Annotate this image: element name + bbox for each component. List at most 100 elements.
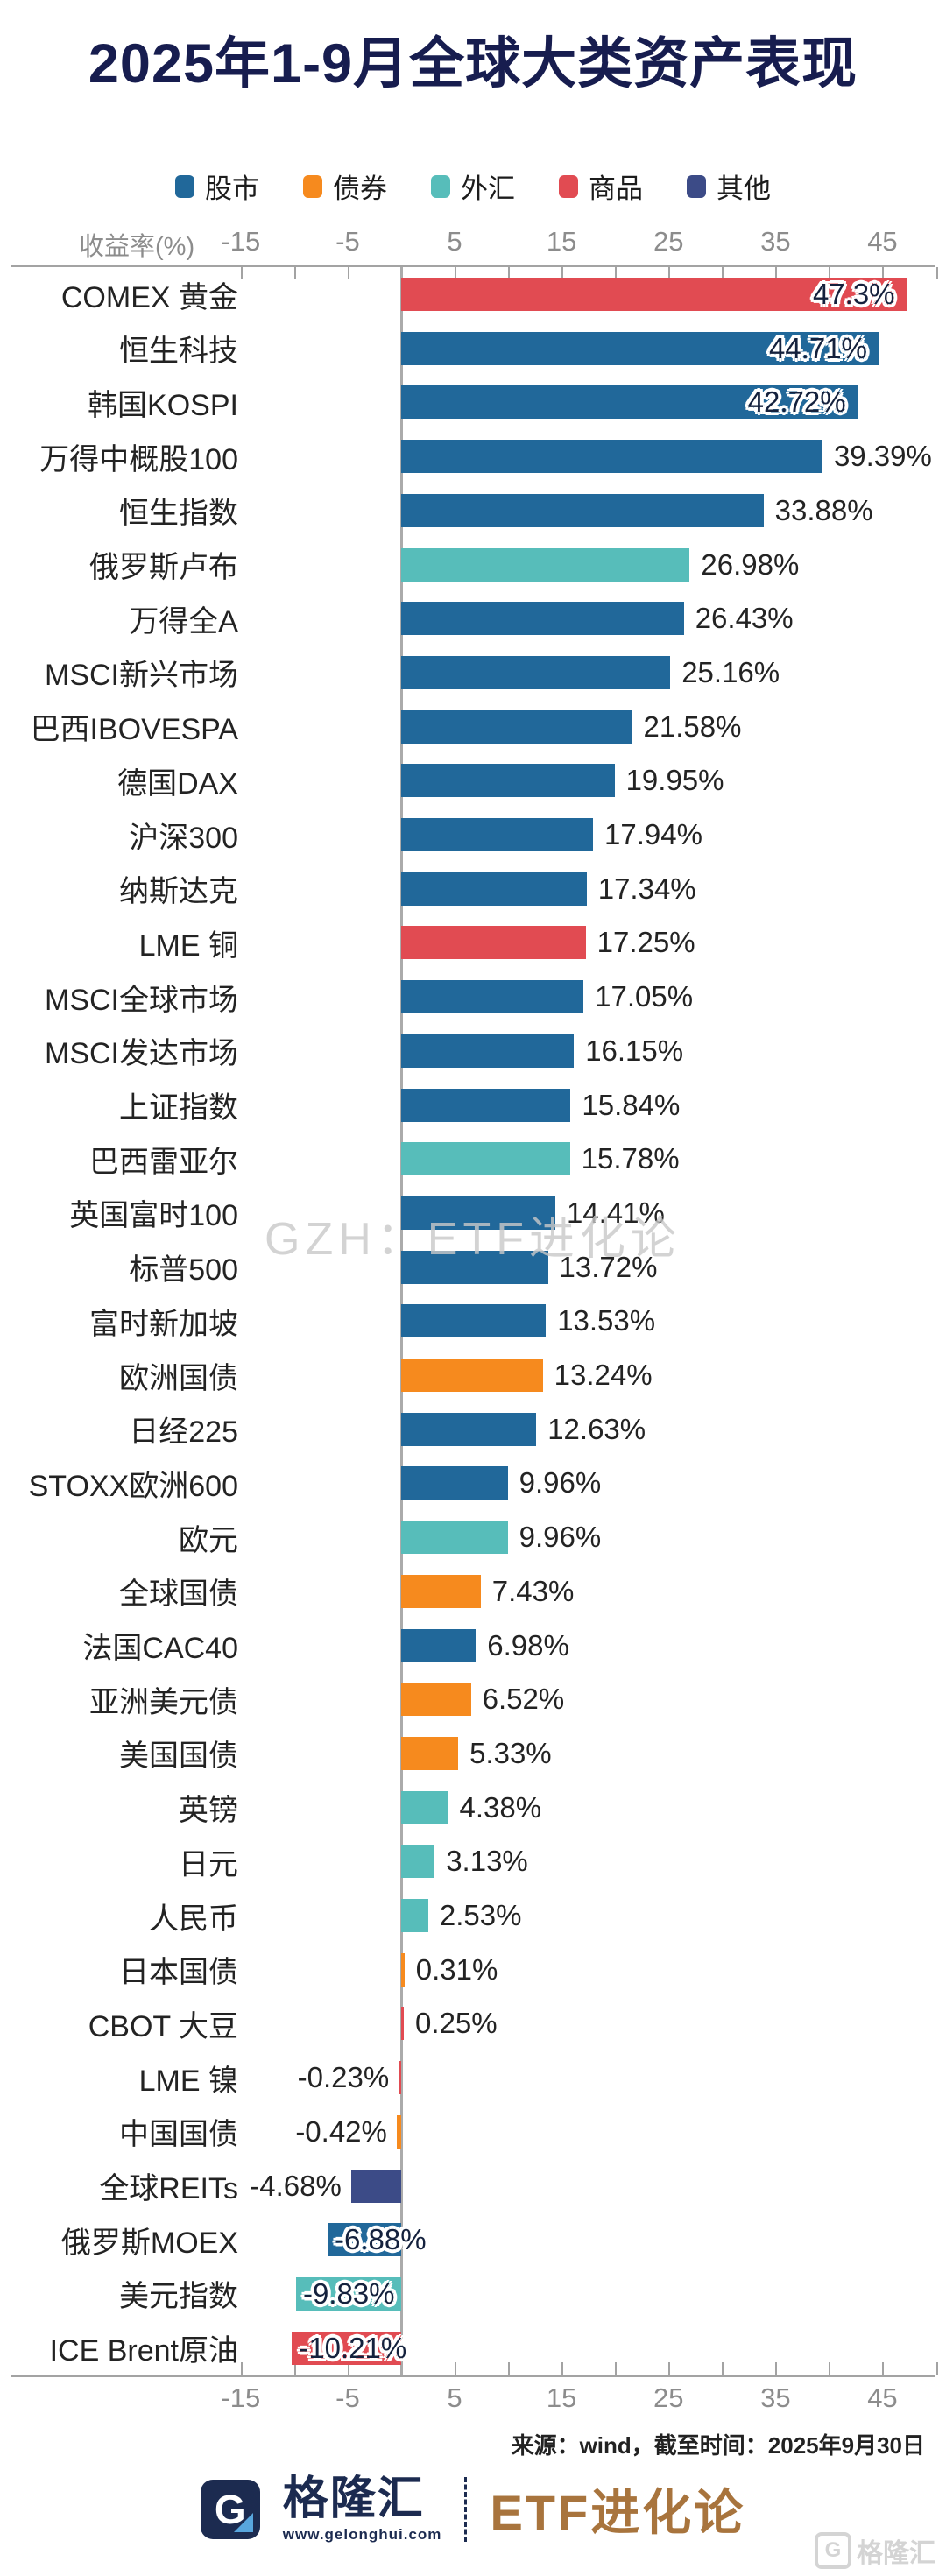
- bar-row: 全球REITs -4.68%: [11, 2159, 935, 2213]
- axis-minor-tick: [722, 2362, 724, 2375]
- axis-minor-tick: [668, 267, 671, 279]
- brand-name: 格隆汇: [282, 2474, 425, 2524]
- bar: [401, 1628, 477, 1662]
- bar-row: 纳斯达克 17.34%: [11, 862, 935, 916]
- bar: [401, 1359, 543, 1392]
- axis-tick-label: 5: [447, 2382, 462, 2413]
- bar-row: 全球国债 7.43%: [11, 1564, 935, 1619]
- bar-row: LME 镍 -0.23%: [11, 2050, 935, 2105]
- bar-row: 欧元 9.96%: [11, 1510, 935, 1564]
- bar-row: 俄罗斯卢布 26.98%: [11, 538, 935, 592]
- axis-minor-tick: [935, 2362, 938, 2375]
- bar: [399, 2061, 401, 2095]
- legend-label: 债券: [333, 173, 387, 204]
- legend-label: 其他: [717, 173, 771, 204]
- chart-area: COMEX 黄金 47.3% 恒生科技 44.71% 韩国KOSPI 42.72% 万得中概…: [11, 265, 938, 2377]
- legend-label: 外汇: [461, 173, 515, 204]
- category-label: 富时新加坡: [89, 1307, 238, 1341]
- axis-tick-label: 25: [653, 2382, 684, 2413]
- bar-row: 日经225 12.63%: [11, 1402, 935, 1457]
- legend-swatch: [687, 174, 706, 198]
- axis-minor-tick: [347, 2362, 349, 2375]
- bar-row: 日元 3.13%: [11, 1834, 935, 1888]
- bar-row: 人民币 2.53%: [11, 1888, 935, 1943]
- bar: [401, 1521, 508, 1555]
- bar-row: STOXX欧洲600 9.96%: [11, 1456, 935, 1510]
- bar-row: 亚洲美元债 6.52%: [11, 1672, 935, 1726]
- legend-item-外汇: 外汇: [431, 166, 515, 206]
- value-label: 15.78%: [581, 1142, 680, 1175]
- bar: [401, 385, 858, 420]
- bar: [401, 1466, 508, 1500]
- bar: [401, 331, 879, 365]
- value-label: 25.16%: [681, 655, 780, 688]
- value-label: -0.23%: [297, 2061, 390, 2094]
- bar: [401, 602, 684, 636]
- category-label: 美国国债: [119, 1740, 238, 1774]
- category-label: 全球国债: [119, 1577, 238, 1612]
- category-label: 亚洲美元债: [89, 1685, 238, 1719]
- axis-minor-tick: [935, 267, 938, 279]
- category-label: 恒生科技: [119, 335, 238, 369]
- axis-tick-label: 25: [653, 226, 684, 257]
- category-label: ICE Brent原油: [49, 2334, 238, 2368]
- category-label: 法国CAC40: [82, 1632, 238, 1665]
- axis-minor-tick: [293, 2362, 296, 2375]
- bar-row: 富时新加坡 13.53%: [11, 1294, 935, 1348]
- value-label: 15.84%: [582, 1088, 681, 1121]
- category-label: 沪深300: [129, 821, 238, 855]
- gelonghui-logo-accent: [233, 2512, 253, 2532]
- axis-tick-label: 5: [447, 226, 462, 257]
- bar: [401, 1899, 428, 1932]
- axis-tick-label: 45: [867, 2382, 898, 2413]
- axis-minor-tick: [347, 267, 349, 279]
- value-label: 13.53%: [557, 1304, 656, 1337]
- value-label: 13.24%: [554, 1359, 653, 1391]
- value-label: 17.34%: [597, 872, 696, 905]
- category-label: LME 镍: [138, 2064, 238, 2098]
- value-label: -6.88%: [334, 2223, 427, 2256]
- value-label: 44.71%: [768, 331, 867, 364]
- gelonghui-logo-icon: G: [200, 2479, 260, 2539]
- corner-watermark-logo-icon: G: [815, 2532, 851, 2569]
- value-label: -10.21%: [299, 2331, 407, 2364]
- bar-row: 上证指数 15.84%: [11, 1078, 935, 1133]
- value-label: 7.43%: [491, 1574, 575, 1607]
- bar: [295, 2276, 401, 2311]
- axis-minor-tick: [508, 267, 511, 279]
- bar-row: 万得中概股100 39.39%: [11, 429, 935, 483]
- bar: [401, 655, 671, 689]
- legend-item-商品: 商品: [559, 166, 643, 206]
- bar: [401, 1952, 405, 1987]
- bar: [401, 818, 594, 851]
- category-label: MSCI发达市场: [45, 1037, 238, 1071]
- category-label: 中国国债: [119, 2118, 238, 2152]
- category-label: 英国富时100: [69, 1199, 238, 1233]
- page-title: 2025年1-9月全球大类资产表现: [88, 33, 858, 95]
- axis-minor-tick: [293, 267, 296, 279]
- bar: [401, 1304, 547, 1338]
- bar-row: 巴西雷亚尔 15.78%: [11, 1132, 935, 1186]
- value-label: -4.68%: [250, 2169, 342, 2202]
- category-label: 俄罗斯MOEX: [60, 2226, 238, 2260]
- axis-minor-tick: [829, 267, 831, 279]
- bar-row: LME 铜 17.25%: [11, 915, 935, 970]
- category-label: 韩国KOSPI: [88, 388, 238, 422]
- axis-tick-label: 35: [760, 2382, 791, 2413]
- bar-row: 美元指数 -9.83%: [11, 2267, 935, 2321]
- bar: [401, 709, 632, 744]
- category-label: 日本国债: [119, 1956, 238, 1990]
- value-label: 4.38%: [459, 1790, 542, 1824]
- axis-tick-label: -5: [335, 226, 360, 257]
- value-label: 42.72%: [747, 385, 846, 419]
- legend-swatch: [175, 174, 194, 198]
- category-label: 标普500: [129, 1253, 238, 1288]
- axis-header-top: 收益率(%) -15 -5 5 15 25 35 45: [11, 222, 935, 261]
- axis-minor-tick: [882, 2362, 885, 2375]
- bar-row: 恒生指数 33.88%: [11, 483, 935, 538]
- value-label: 17.94%: [604, 818, 702, 850]
- axis-tick-label: 15: [546, 2382, 577, 2413]
- bar: [401, 1196, 555, 1230]
- value-label: 26.43%: [695, 602, 794, 635]
- corner-watermark-text: 格隆汇: [857, 2539, 935, 2568]
